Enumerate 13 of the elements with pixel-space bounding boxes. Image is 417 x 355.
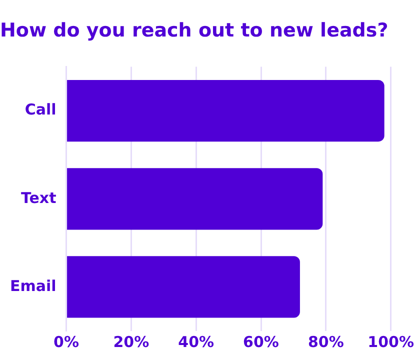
bar — [67, 168, 323, 230]
y-tick-label: Text — [21, 188, 56, 207]
x-tick-label: 40% — [178, 332, 214, 351]
x-tick-label: 0% — [54, 332, 80, 351]
bar — [67, 256, 300, 318]
y-tick-label: Email — [10, 276, 56, 295]
y-tick-label: Call — [24, 100, 56, 119]
x-tick-label: 20% — [113, 332, 150, 351]
x-tick-label: 80% — [308, 332, 344, 351]
bar — [67, 80, 384, 142]
chart-title: How do you reach out to new leads? — [0, 19, 388, 42]
x-tick-label: 60% — [243, 332, 279, 351]
x-tick-label: 100% — [368, 332, 414, 351]
